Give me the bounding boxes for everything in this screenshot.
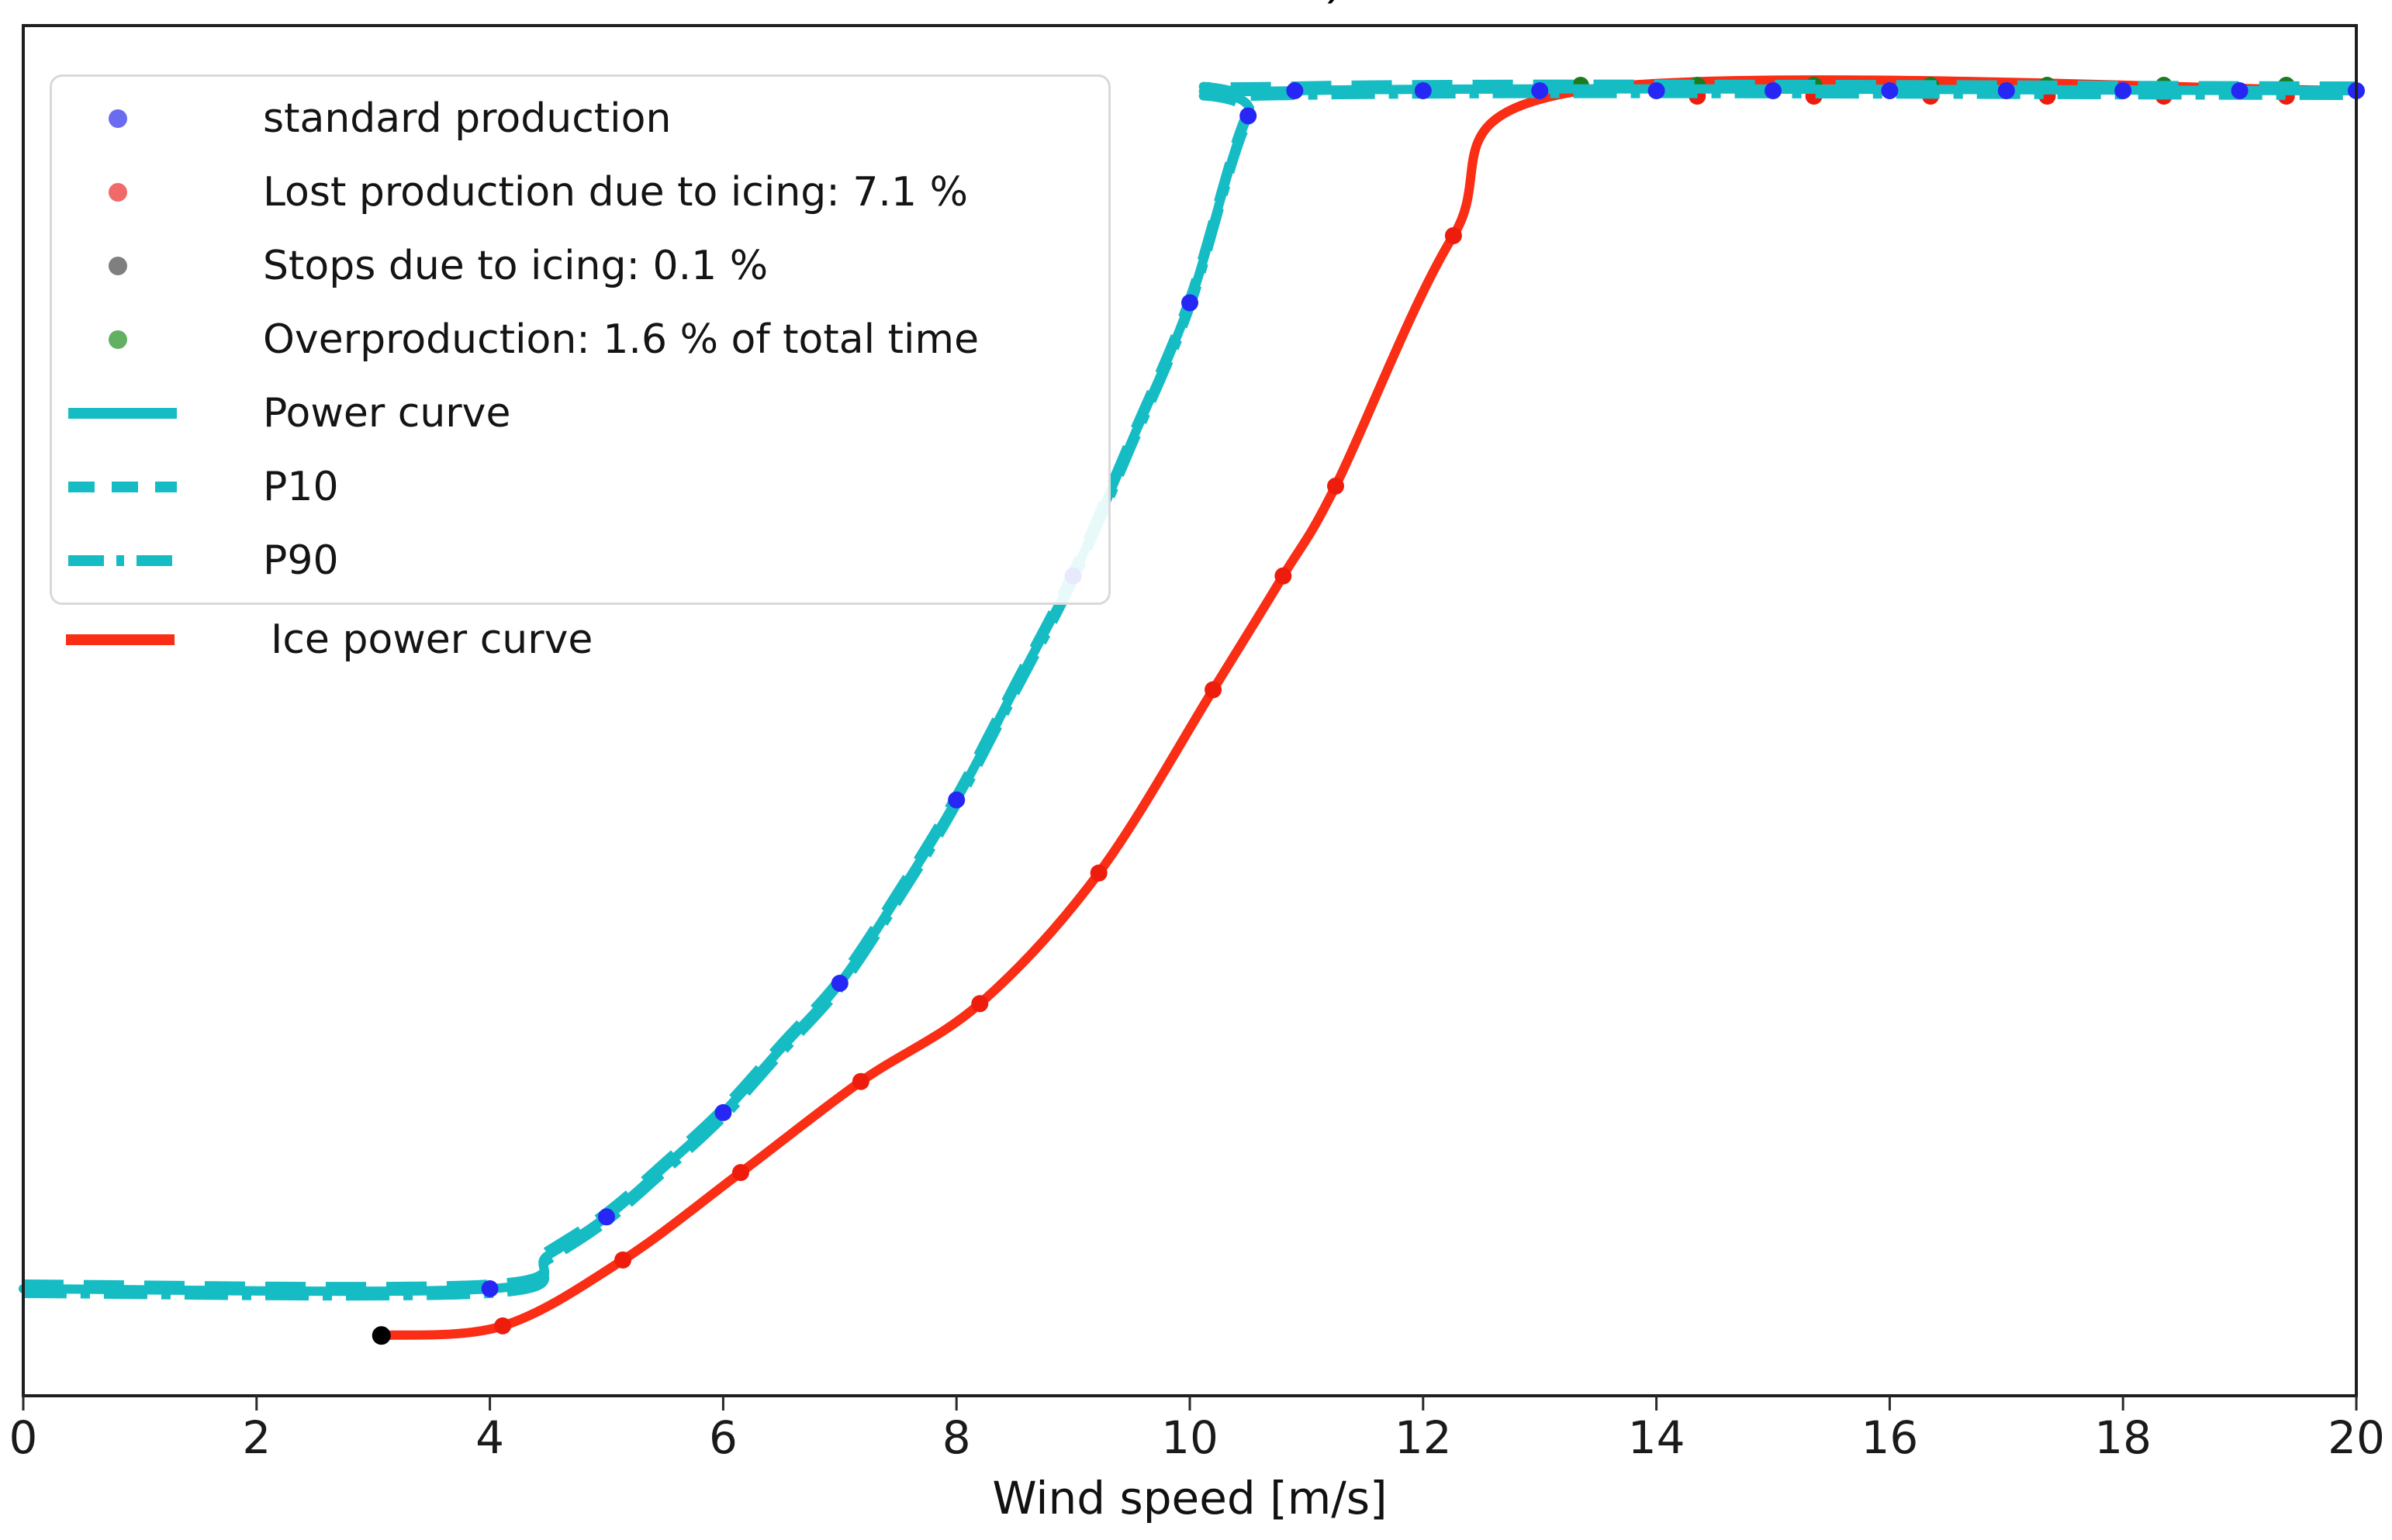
lost-production-dot bbox=[852, 1072, 869, 1090]
standard-production-dot bbox=[1531, 82, 1549, 99]
legend-ice-label: Ice power curve bbox=[271, 616, 593, 663]
legend-item-lost-production-due-to-icing: Lost production due to icing: 7.1 % bbox=[52, 156, 1108, 229]
legend-ice-power-curve: Ice power curve bbox=[50, 613, 593, 667]
legend-line-sample-icon bbox=[68, 482, 177, 493]
legend-item-label: P90 bbox=[263, 537, 339, 585]
standard-production-dot bbox=[1765, 82, 1782, 99]
standard-production-dot bbox=[714, 1103, 732, 1121]
standard-production-dot bbox=[1414, 82, 1432, 99]
lost-production-dot bbox=[494, 1317, 512, 1335]
legend-item-label: P10 bbox=[263, 464, 339, 511]
legend-marker-cell bbox=[52, 553, 228, 568]
x-tick-label: 0 bbox=[9, 1411, 38, 1464]
standard-production-dot bbox=[2231, 82, 2249, 99]
lost-production-dot bbox=[971, 995, 989, 1013]
legend-dot-icon bbox=[109, 109, 127, 128]
stops-due-to-icing-dot bbox=[372, 1326, 391, 1345]
standard-production-dot bbox=[1286, 82, 1304, 99]
legend-item-power-curve: Power curve bbox=[52, 377, 1108, 450]
legend-item-label: Overproduction: 1.6 % of total time bbox=[263, 316, 980, 363]
red-line-sample-icon bbox=[66, 634, 175, 645]
standard-production-dot bbox=[2114, 82, 2132, 99]
lost-production-dot bbox=[1327, 477, 1344, 495]
standard-production-dot bbox=[481, 1280, 499, 1297]
legend-item-label: Lost production due to icing: 7.1 % bbox=[263, 168, 968, 216]
legend-item-stops-due-to-icing: Stops due to icing: 0.1 % bbox=[52, 230, 1108, 302]
lost-production-dot bbox=[1274, 567, 1292, 585]
power-curve-line bbox=[19, 84, 2361, 1297]
lost-production-dot bbox=[1444, 226, 1462, 244]
x-tick-label: 6 bbox=[709, 1411, 738, 1464]
legend-ice-marker-cell bbox=[50, 632, 226, 647]
legend-dot-icon bbox=[109, 182, 127, 202]
legend-item-p90: P90 bbox=[52, 524, 1108, 597]
standard-production-dot bbox=[1181, 294, 1198, 312]
x-tick-label: 14 bbox=[1628, 1411, 1685, 1464]
standard-production-dot bbox=[1881, 82, 1899, 99]
x-tick-label: 8 bbox=[942, 1411, 971, 1464]
lost-production-dot bbox=[614, 1251, 632, 1269]
x-tick-label: 20 bbox=[2328, 1411, 2385, 1464]
legend-dot-icon bbox=[109, 256, 127, 275]
x-tick-label: 4 bbox=[475, 1411, 504, 1464]
x-tick-label: 16 bbox=[1861, 1411, 1918, 1464]
x-tick-label: 12 bbox=[1395, 1411, 1452, 1464]
lost-production-dot bbox=[731, 1164, 749, 1182]
legend-item-overproduction: Overproduction: 1.6 % of total time bbox=[52, 303, 1108, 376]
legend-item-p10: P10 bbox=[52, 451, 1108, 523]
x-tick-label: 18 bbox=[2094, 1411, 2152, 1464]
standard-production-dot bbox=[598, 1208, 615, 1226]
legend-line-sample-icon bbox=[68, 555, 177, 567]
standard-production-dot bbox=[1997, 82, 2015, 99]
standard-production-dot bbox=[948, 791, 966, 809]
legend-item-label: Stops due to icing: 0.1 % bbox=[263, 242, 769, 289]
x-axis-label: Wind speed [m/s] bbox=[992, 1472, 1387, 1524]
stray-title-mark: ´ bbox=[1319, 0, 1343, 47]
legend-marker-cell bbox=[52, 479, 228, 495]
legend-marker-cell bbox=[52, 256, 228, 275]
x-tick-label: 10 bbox=[1161, 1411, 1218, 1464]
lost-production-dot bbox=[1205, 681, 1222, 699]
legend-line-sample-icon bbox=[68, 408, 177, 420]
standard-production-dot bbox=[1239, 107, 1257, 125]
legend-marker-cell bbox=[52, 182, 228, 202]
ice-power-curve-line bbox=[376, 75, 2361, 1341]
legend-dot-icon bbox=[109, 330, 127, 349]
legend-marker-cell bbox=[52, 109, 228, 128]
legend-item-standard-production: standard production bbox=[52, 82, 1108, 155]
legend: standard production Lost production due t… bbox=[50, 74, 1111, 605]
standard-production-dot bbox=[1647, 82, 1665, 99]
legend-marker-cell bbox=[52, 406, 228, 421]
legend-item-label: standard production bbox=[263, 95, 672, 142]
lost-production-dot bbox=[1090, 864, 1108, 882]
standard-production-dot bbox=[831, 975, 849, 993]
legend-marker-cell bbox=[52, 330, 228, 349]
legend-item-label: Power curve bbox=[263, 390, 511, 437]
x-tick-label: 2 bbox=[242, 1411, 271, 1464]
